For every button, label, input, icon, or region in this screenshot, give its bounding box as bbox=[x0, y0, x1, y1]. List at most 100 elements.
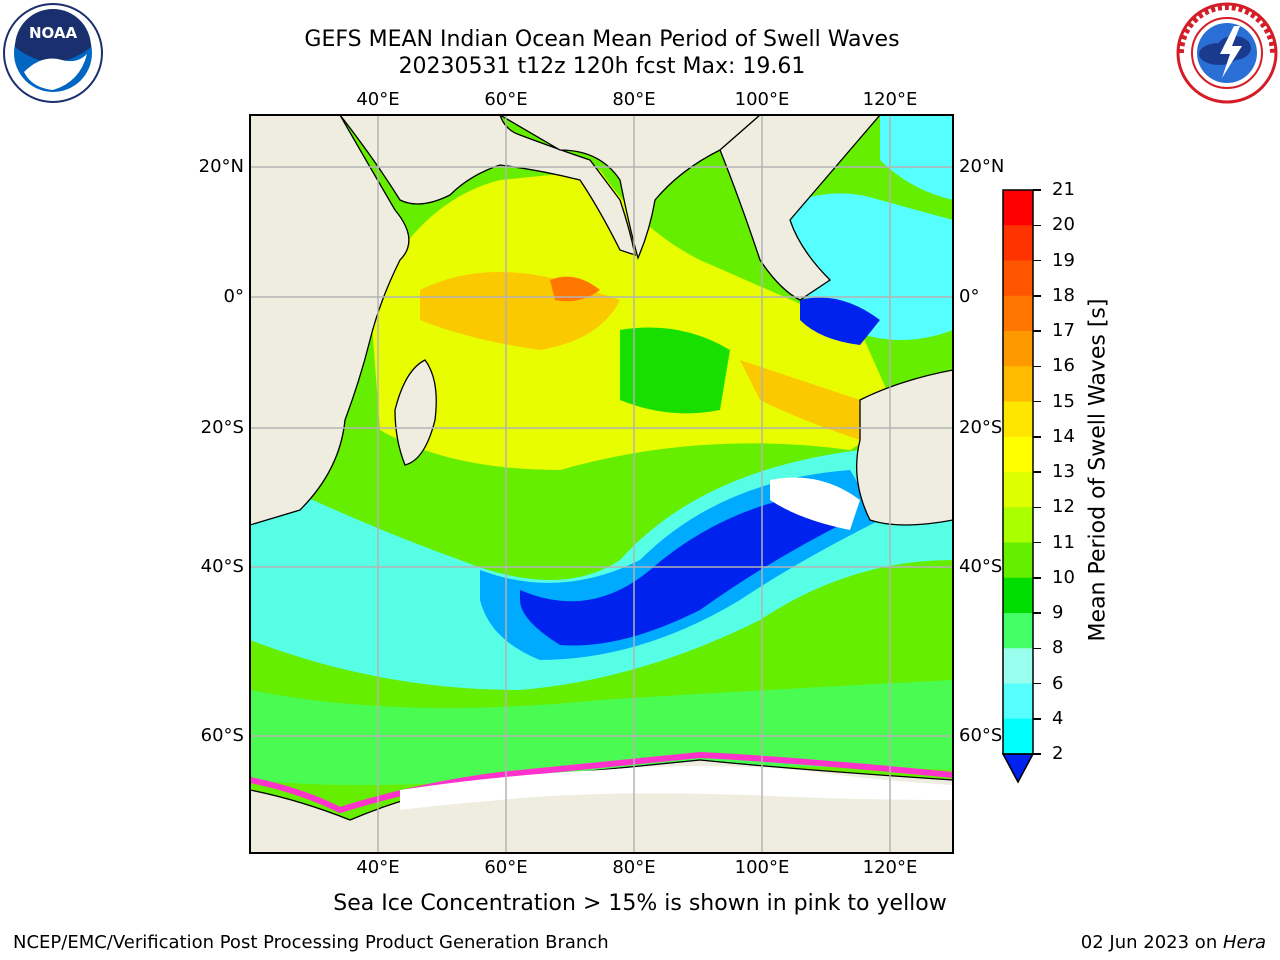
left-tick-40s: 40°S bbox=[200, 556, 244, 577]
colorbar-tick bbox=[1033, 541, 1041, 544]
colorbar-tick bbox=[1033, 647, 1041, 649]
bottom-tick-60e: 60°E bbox=[484, 857, 528, 878]
footer-credit: NCEP/EMC/Verification Post Processing Pr… bbox=[13, 932, 609, 953]
colorbar-tick bbox=[1033, 295, 1041, 297]
noaa-logo-text: NOAA bbox=[29, 24, 78, 42]
colorbar-label: 17 bbox=[1052, 320, 1075, 341]
chart-subtitle: 20230531 t12z 120h fcst Max: 19.61 bbox=[398, 54, 806, 79]
bottom-tick-80e: 80°E bbox=[612, 857, 656, 878]
sea-ice-edge bbox=[250, 751, 953, 814]
colorbar-segment bbox=[1003, 718, 1033, 755]
colorbar-label: 16 bbox=[1052, 355, 1075, 377]
colorbar-tick bbox=[1033, 753, 1041, 755]
colorbar-segment bbox=[1003, 331, 1033, 367]
top-tick-60e: 60°E bbox=[484, 89, 528, 110]
madagascar-land bbox=[394, 359, 437, 466]
colorbar-label: 15 bbox=[1052, 390, 1075, 412]
colorbar-tick bbox=[1033, 189, 1041, 191]
colorbar-label: 4 bbox=[1052, 707, 1064, 729]
colorbar-tick bbox=[1033, 436, 1041, 438]
colorbar-tick bbox=[1033, 365, 1041, 367]
top-tick-80e: 80°E bbox=[612, 89, 656, 110]
right-tick-60s: 60°S bbox=[959, 725, 1003, 746]
colorbar-segment bbox=[1003, 613, 1033, 649]
indochina-land bbox=[719, 115, 881, 301]
colorbar-segment bbox=[1003, 225, 1033, 261]
colorbar-segment bbox=[1003, 366, 1033, 402]
australia-land bbox=[856, 369, 953, 526]
colorbar-extend-triangle bbox=[1001, 753, 1035, 784]
left-tick-0: 0° bbox=[223, 286, 244, 307]
right-tick-40s: 40°S bbox=[959, 556, 1003, 577]
left-tick-60s: 60°S bbox=[200, 725, 244, 746]
sea-ice-interior bbox=[400, 766, 953, 810]
colorbar-label: 2 bbox=[1052, 743, 1064, 764]
right-tick-20n: 20°N bbox=[959, 156, 1005, 177]
swell-band-deep-blue bbox=[520, 490, 850, 646]
colorbar-segment bbox=[1003, 472, 1033, 508]
colorbar-label: 10 bbox=[1052, 566, 1075, 588]
colorbar-label: 11 bbox=[1052, 531, 1075, 553]
colorbar-segment bbox=[1003, 401, 1033, 438]
swell-band-green bbox=[620, 327, 730, 414]
swell-scs-cyan bbox=[880, 115, 953, 200]
colorbar-tick bbox=[1033, 400, 1041, 403]
bottom-tick-40e: 40°E bbox=[356, 857, 400, 878]
swell-missing-patch bbox=[770, 477, 860, 530]
colorbar-segment bbox=[1003, 507, 1033, 543]
colorbar-label: 13 bbox=[1052, 461, 1075, 482]
colorbar-tick bbox=[1033, 718, 1041, 720]
right-tick-20s: 20°S bbox=[959, 417, 1003, 438]
colorbar bbox=[1001, 189, 1035, 784]
colorbar-label: 14 bbox=[1052, 425, 1075, 447]
colorbar-tick bbox=[1033, 682, 1041, 685]
left-tick-20n: 20°N bbox=[198, 156, 244, 177]
colorbar-label: 18 bbox=[1052, 284, 1075, 306]
colorbar-segment bbox=[1003, 190, 1033, 226]
colorbar-label: 19 bbox=[1052, 249, 1075, 271]
footer-host: Hera bbox=[1222, 932, 1266, 953]
colorbar-tick bbox=[1033, 259, 1041, 262]
swell-max-patch bbox=[550, 276, 600, 302]
arabia-india-land bbox=[339, 115, 636, 256]
top-tick-120e: 120°E bbox=[862, 89, 918, 110]
bottom-tick-120e: 120°E bbox=[862, 857, 918, 878]
colorbar-segment bbox=[1003, 648, 1033, 684]
colorbar-label: 20 bbox=[1052, 214, 1075, 236]
colorbar-tick bbox=[1033, 471, 1041, 473]
right-tick-0: 0° bbox=[959, 286, 980, 307]
colorbar-segment bbox=[1003, 577, 1033, 614]
colorbar-segment bbox=[1003, 542, 1033, 579]
top-tick-40e: 40°E bbox=[356, 89, 400, 110]
colorbar-segment bbox=[1003, 436, 1033, 473]
colorbar-tick bbox=[1033, 330, 1041, 332]
colorbar-tick bbox=[1033, 224, 1041, 226]
colorbar-label: 9 bbox=[1052, 602, 1064, 623]
swell-seas-blue bbox=[800, 297, 880, 345]
colorbar-segment bbox=[1003, 260, 1033, 297]
top-tick-100e: 100°E bbox=[734, 89, 790, 110]
colorbar-segment bbox=[1003, 295, 1033, 332]
colorbar-label: 21 bbox=[1052, 179, 1075, 200]
colorbar-label: 12 bbox=[1052, 496, 1075, 518]
footer-date-text: 02 Jun 2023 on bbox=[1080, 932, 1223, 953]
colorbar-tick bbox=[1033, 612, 1041, 614]
map-gridlines bbox=[250, 115, 953, 853]
noaa-logo: NOAA bbox=[3, 3, 103, 103]
swell-seas-cyan bbox=[760, 193, 953, 340]
chart-title: GEFS MEAN Indian Ocean Mean Period of Sw… bbox=[304, 27, 900, 52]
colorbar-tick bbox=[1033, 506, 1041, 508]
sea-ice-caption: Sea Ice Concentration > 15% is shown in … bbox=[333, 891, 947, 916]
national-weather-service-logo bbox=[1176, 2, 1278, 104]
colorbar-segment bbox=[1003, 683, 1033, 720]
colorbar-tick bbox=[1033, 577, 1041, 579]
colorbar-label: 6 bbox=[1052, 672, 1064, 694]
colorbar-title: Mean Period of Swell Waves [s] bbox=[1085, 298, 1111, 642]
colorbar-label: 8 bbox=[1052, 637, 1064, 659]
left-tick-20s: 20°S bbox=[200, 417, 244, 438]
swell-band-orange-east bbox=[740, 360, 860, 440]
map-frame bbox=[249, 114, 954, 854]
footer-date: 02 Jun 2023 on Hera bbox=[1081, 931, 1266, 955]
bottom-tick-100e: 100°E bbox=[734, 857, 790, 878]
